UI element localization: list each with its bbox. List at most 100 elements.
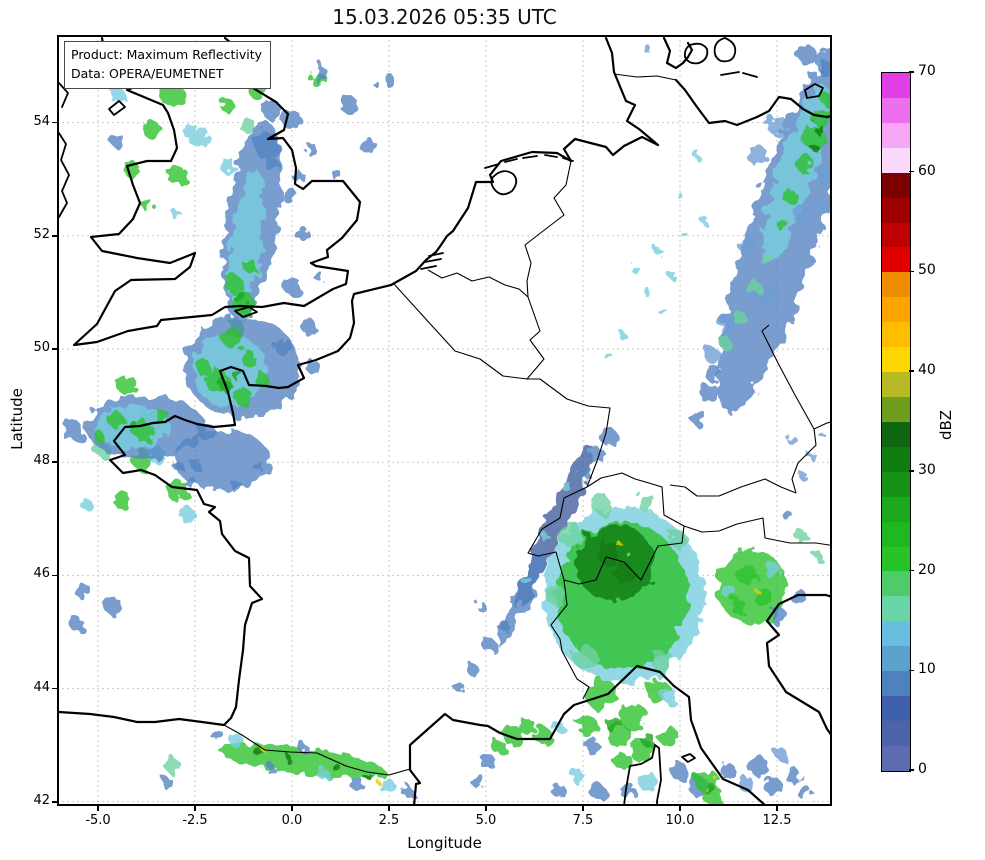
y-tick-mark [52,121,57,124]
colorbar-tick-mark [909,370,914,372]
y-tick-mark [52,348,57,350]
x-tick-mark [582,806,584,811]
echo-alps [544,494,708,799]
y-tick-label: 52 [33,226,50,242]
border-de-cz [761,324,815,430]
y-tick-label: 50 [33,340,50,355]
y-tick-mark [52,801,57,803]
y-tick-mark [52,687,57,690]
coast-lolland [720,71,758,78]
y-tick-label: 46 [33,566,50,582]
x-tick-label: 0.0 [281,813,303,828]
colorbar-band [882,471,910,497]
echo-provence [471,718,812,804]
border-fr-it [550,579,590,700]
colorbar-band [882,247,910,273]
border-cz-at [813,421,830,430]
colorbar-tick-label: 10 [918,661,936,678]
x-tick-label: 5.0 [475,813,497,828]
echo-vosges-streak [454,428,618,692]
colorbar-band [882,172,910,198]
coast-elba [681,753,696,763]
grid-lines [59,37,830,804]
x-tick-mark [679,806,681,811]
x-tick-label: 12.5 [762,813,792,828]
echo-germany-specks [603,151,709,359]
echo-baltic-band [691,45,830,426]
x-tick-mark [388,806,390,811]
x-tick-mark [776,806,778,811]
colorbar-band [882,222,910,248]
coast-isle-of-man [108,100,126,116]
colorbar-band [882,646,910,672]
colorbar-band [882,272,910,298]
border-dk-de [613,73,677,81]
colorbar-tick-label: 40 [918,362,936,379]
coastlines [59,37,830,804]
border-switzerland [527,472,685,585]
colorbar-tick-label: 60 [918,162,936,179]
colorbar-tick-mark [909,71,914,73]
colorbar-tick-label: 70 [918,63,936,79]
y-tick-mark [52,461,57,463]
colorbar-band [882,446,910,472]
x-tick-label: -5.0 [85,813,111,828]
colorbar-tick-mark [909,669,914,672]
colorbar-band [882,546,910,572]
border-nl-be [427,269,529,298]
y-tick-label: 48 [33,453,50,469]
colorbar-tick-mark [909,170,914,173]
coast-ruegen [804,83,824,99]
colorbar-band [882,322,910,348]
country-borders [223,73,830,776]
border-nl-de [524,160,572,380]
colorbar-band [882,97,910,123]
y-tick-mark [52,235,57,237]
figure-title: 15.03.2026 05:35 UTC [332,5,557,29]
coast-ireland-fragment [59,82,70,218]
colorbar-band [882,720,910,746]
border-fr-be-de [393,283,611,488]
product-line: Product: Maximum Reflectivity [71,47,263,62]
colorbar-band [882,696,910,721]
colorbar-band [882,396,910,422]
x-tick-label: 10.0 [665,813,695,828]
colorbar-band [882,745,910,771]
colorbar-band [882,571,910,597]
coast-fyn [683,42,709,65]
colorbar-band [882,621,910,647]
x-tick-mark [485,806,487,811]
x-tick-label: -2.5 [182,813,208,828]
coast-isle-of-wight [234,306,258,318]
colorbar-band [882,521,910,547]
colorbar-tick-label: 30 [918,461,936,478]
coast-zeeland [420,252,444,270]
echo-channel [61,317,300,493]
coast-great-britain [72,37,362,347]
y-tick-mark [52,574,57,577]
colorbar-band [882,297,910,323]
data-source-line: Data: OPERA/EUMETNET [71,66,224,82]
colorbar-unit-label: dBZ [937,409,955,441]
colorbar-band [882,596,910,622]
colorbar-tick-label: 0 [918,761,927,777]
coast-corsica [623,744,662,804]
colorbar-tick-label: 20 [918,561,936,578]
coast-wadden-islands [484,154,574,169]
x-tick-mark [194,806,196,811]
border-de-at [669,428,817,497]
border-es-fr [223,724,411,776]
y-tick-label: 44 [33,679,50,695]
echo-misc [316,45,651,88]
colorbar-band [882,372,910,397]
x-axis-label: Longitude [407,834,482,852]
colorbar-band [882,197,910,223]
colorbar-band [882,73,910,98]
x-tick-mark [97,806,99,811]
colorbar-band [882,421,910,447]
coast-adriatic [765,593,830,735]
colorbar-band [882,671,910,697]
coast-baltic-germany [674,78,830,127]
colorbar-band [882,122,910,148]
